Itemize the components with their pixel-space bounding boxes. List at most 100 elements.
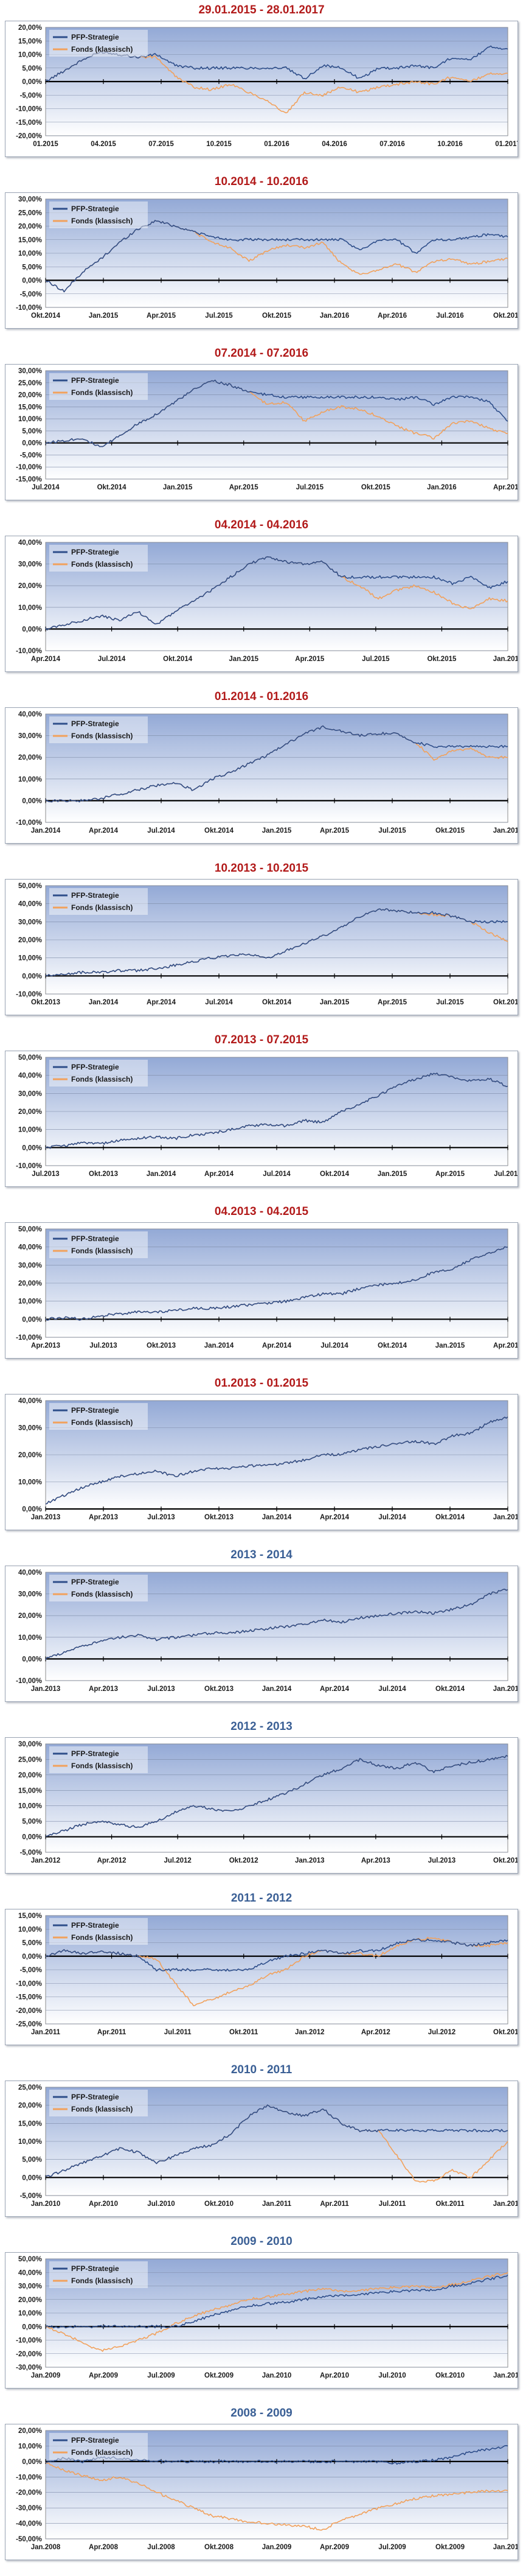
x-tick-label: Okt.2010 — [204, 2200, 234, 2208]
y-tick-label: -5,00% — [20, 92, 42, 99]
legend: PFP-Strategie Fonds (klassisch) — [49, 2090, 148, 2116]
chart-frame: 50,00% 40,00% 30,00% 20,00% 10,00% 0,00% -10,0… — [5, 879, 523, 1015]
y-tick-label: 25,00% — [18, 2084, 42, 2091]
x-tick-label: Jan.2011 — [493, 2372, 518, 2379]
y-tick-label: 10,00% — [18, 2443, 42, 2450]
y-tick-label: 40,00% — [18, 2269, 42, 2277]
legend-label: PFP-Strategie — [71, 548, 119, 556]
series-line-pfp-strategie — [45, 2104, 508, 2177]
x-tick-label: Okt.2015 — [435, 827, 465, 835]
chart-panel: 2012 - 2013 30,00% 25,00% 20,00% 15,00% 10,00… — [0, 1717, 523, 1888]
x-tick-label: Jan.2015 — [320, 999, 350, 1006]
y-tick-label: 30,00% — [18, 1425, 42, 1432]
y-tick-label: -10,00% — [16, 819, 42, 827]
x-tick-label: Jul.2012 — [164, 1857, 191, 1864]
line-chart: 40,00% 30,00% 20,00% 10,00% 0,00%Jan.2013 Apr… — [18, 1398, 523, 1521]
legend-label: PFP-Strategie — [71, 2436, 119, 2445]
x-tick-label: Okt.2013 — [493, 1857, 518, 1864]
legend-label: PFP-Strategie — [71, 1749, 119, 1758]
line-chart: 50,00% 40,00% 30,00% 20,00% 10,00% 0,00% -10,0… — [16, 883, 522, 1006]
x-tick-label: Okt.2011 — [229, 2029, 258, 2036]
y-tick-label: 50,00% — [18, 883, 42, 890]
legend-label: PFP-Strategie — [71, 891, 119, 900]
chart-panel: 01.2014 - 01.2016 40,00% 30,00% 20,00% 10,00… — [0, 687, 523, 858]
x-tick-label: Jan.2015 — [89, 312, 119, 320]
legend-label: PFP-Strategie — [71, 1234, 119, 1243]
y-tick-label: 5,00% — [22, 65, 42, 72]
x-tick-label: Jul.2009 — [147, 2372, 175, 2379]
x-tick-label: Okt.2011 — [435, 2200, 465, 2208]
chart-frame: 30,00% 25,00% 20,00% 15,00% 10,00% 5,00% 0,00%… — [5, 1737, 522, 1874]
legend-label: PFP-Strategie — [71, 376, 119, 385]
x-tick-label: Jul.2015 — [378, 827, 406, 835]
y-tick-label: 30,00% — [18, 1591, 42, 1598]
series-line-pfp-strategie — [45, 908, 508, 977]
y-tick-label: 0,00% — [22, 1144, 42, 1152]
legend-label: PFP-Strategie — [71, 2093, 119, 2101]
y-tick-label: 30,00% — [18, 919, 42, 926]
plot-area — [45, 2430, 508, 2539]
y-tick-label: 20,00% — [18, 1108, 42, 1116]
y-tick-label: 30,00% — [18, 1741, 42, 1748]
x-tick-label: Okt.2008 — [204, 2544, 234, 2551]
chart-frame: 20,00% 15,00% 10,00% 5,00% 0,00% -5,00% -10,00… — [5, 21, 521, 157]
x-tick-label: Jan.2008 — [31, 2544, 61, 2551]
line-chart: 20,00% 15,00% 10,00% 5,00% 0,00% -5,00% -10,00… — [16, 24, 521, 148]
y-tick-label: 15,00% — [18, 1787, 42, 1794]
y-tick-label: 40,00% — [18, 1569, 42, 1577]
x-tick-label: Jul.2014 — [378, 1514, 406, 1521]
y-tick-label: 40,00% — [18, 1398, 42, 1405]
series-line-pfp-strategie — [45, 556, 508, 631]
legend: PFP-Strategie Fonds (klassisch) — [49, 2261, 148, 2288]
y-tick-label: 0,00% — [22, 1656, 42, 1663]
legend-label: Fonds (klassisch) — [71, 2448, 133, 2457]
chart-panel: 2013 - 2014 40,00% 30,00% 20,00% 10,00% 0,00%… — [0, 1545, 523, 1717]
x-tick-label: Jan.2015 — [378, 1171, 407, 1178]
y-tick-label: -10,00% — [16, 1163, 42, 1170]
x-tick-label: Jan.2016 — [493, 656, 518, 663]
series-line-pfp-strategie — [45, 725, 508, 803]
x-tick-label: 01.2016 — [264, 141, 289, 148]
x-tick-label: Okt.2014 — [262, 999, 292, 1006]
y-tick-label: 20,00% — [18, 2427, 42, 2435]
y-tick-label: 10,00% — [18, 955, 42, 962]
x-tick-label: Jan.2015 — [493, 1685, 518, 1693]
legend-label: Fonds (klassisch) — [71, 2105, 133, 2113]
chart-title: 2008 - 2009 — [230, 2407, 293, 2420]
x-tick-label: Jul.2014 — [320, 1342, 348, 1349]
x-tick-label: Jan.2014 — [262, 1514, 292, 1521]
chart-frame: 40,00% 30,00% 20,00% 10,00% 0,00% -10,00% Jan.… — [5, 707, 522, 844]
line-chart: 15,00% 10,00% 5,00% 0,00% -5,00% -10,00% -15,0… — [16, 1913, 522, 2036]
x-tick-label: Okt.2012 — [229, 1857, 258, 1864]
series-line-fonds-klassisch — [45, 2462, 508, 2531]
legend-box — [49, 545, 148, 572]
x-tick-label: Okt.2015 — [361, 484, 391, 491]
x-tick-label: Apr.2011 — [320, 2200, 349, 2208]
legend-box — [49, 30, 148, 57]
legend: PFP-Strategie Fonds (klassisch) — [49, 2433, 148, 2460]
series-line-pfp-strategie — [45, 1073, 508, 1149]
legend-label: PFP-Strategie — [71, 1406, 119, 1415]
y-tick-label: 5,00% — [22, 1940, 42, 1947]
x-tick-label: Okt.2014 — [435, 1514, 465, 1521]
y-tick-label: 50,00% — [18, 1226, 42, 1233]
x-tick-label: Jul.2013 — [147, 1685, 175, 1693]
y-tick-label: 40,00% — [18, 711, 42, 718]
y-tick-label: -10,00% — [16, 2337, 42, 2345]
x-tick-label: Jan.2015 — [435, 1342, 465, 1349]
chart-frame: 50,00% 40,00% 30,00% 20,00% 10,00% 0,00% -10,0… — [5, 1051, 522, 1187]
chart-frame: 50,00% 40,00% 30,00% 20,00% 10,00% 0,00% -10,0… — [5, 2252, 523, 2389]
x-tick-label: Jan.2014 — [262, 1685, 292, 1693]
chart-title: 07.2013 - 07.2015 — [214, 1034, 309, 1046]
y-tick-label: -20,00% — [16, 2490, 42, 2497]
x-tick-label: Okt.2015 — [427, 656, 457, 663]
series-line-pfp-strategie — [45, 1755, 508, 1837]
legend-label: PFP-Strategie — [71, 2264, 119, 2273]
x-tick-label: Jan.2010 — [31, 2200, 61, 2208]
x-tick-label: Jul.2011 — [379, 2200, 406, 2208]
y-tick-label: -10,00% — [16, 2474, 42, 2481]
y-tick-label: -40,00% — [16, 2521, 42, 2528]
x-tick-label: Jan.2015 — [262, 827, 292, 835]
y-tick-label: 10,00% — [18, 416, 42, 423]
y-tick-label: 50,00% — [18, 2256, 42, 2263]
